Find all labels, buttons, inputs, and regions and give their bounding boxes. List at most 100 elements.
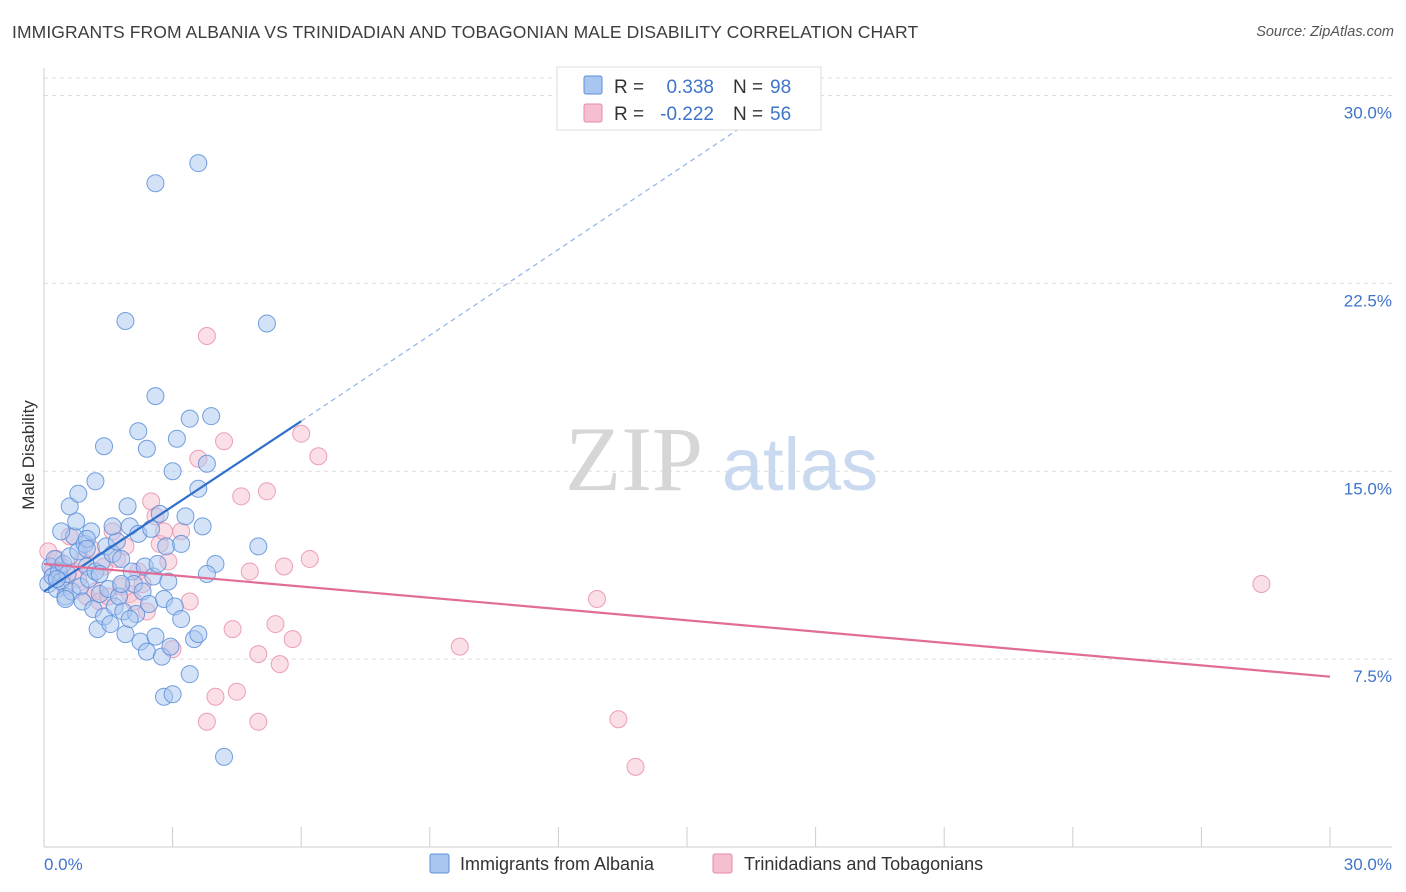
data-point-albania [118,497,137,516]
data-point-albania [129,422,148,441]
data-point-albania [180,409,199,428]
data-point-trinidadians [292,424,311,443]
data-point-trinidadians [249,645,268,664]
legend-swatch-trinidadians [712,853,733,874]
data-point-trinidadians [223,620,242,639]
trend-line-albania-extension [300,120,752,422]
tick-labels: 7.5% 15.0% 22.5% 30.0% 0.0% 30.0% [44,104,1392,874]
data-point-albania [101,615,120,634]
data-point-albania [103,517,122,536]
chart-title: IMMIGRANTS FROM ALBANIA VS TRINIDADIAN A… [12,22,919,42]
data-point-trinidadians [283,630,302,649]
stats-r-label-pink: R = [614,104,644,125]
stats-r-label-blue: R = [614,77,644,98]
watermark-zip: ZIP [565,408,703,510]
data-point-trinidadians [1252,574,1271,593]
stats-r-value-pink: -0.222 [660,104,714,125]
trend-line-albania [43,420,302,593]
data-point-trinidadians [240,562,259,581]
data-point-albania [116,625,135,644]
data-point-trinidadians [300,549,319,568]
data-point-albania [148,554,167,573]
watermark: ZIP atlas [565,408,878,510]
data-point-albania [116,311,135,330]
stats-legend-swatch-blue [583,75,603,95]
data-point-albania [189,154,208,173]
legend-label-trinidadians: Trinidadians and Tobagonians [744,854,983,874]
stats-legend: R = 0.338 N = 98 R = -0.222 N = 56 [556,66,822,131]
data-point-albania [137,439,156,458]
data-point-albania [140,595,159,614]
stats-legend-swatch-pink [583,103,603,123]
data-point-trinidadians [257,482,276,501]
data-point-albania [176,507,195,526]
axes [43,68,1392,848]
data-point-albania [56,590,75,609]
y-tick-label: 30.0% [1344,104,1392,123]
data-point-albania [189,625,208,644]
y-tick-label: 22.5% [1344,291,1392,310]
series-albania-points [39,154,276,766]
data-point-albania [163,685,182,704]
series-trinidadians-points [39,327,1271,776]
data-point-trinidadians [227,682,246,701]
data-point-albania [202,407,221,426]
data-point-trinidadians [232,487,251,506]
data-point-trinidadians [270,655,289,674]
source-label: Source: ZipAtlas.com [1256,24,1394,40]
data-point-trinidadians [450,637,469,656]
stats-n-value-blue: 98 [770,77,791,98]
stats-n-label-blue: N = [733,77,763,98]
data-point-trinidadians [626,757,645,776]
data-point-albania [112,549,131,568]
data-point-trinidadians [309,447,328,466]
stats-n-value-pink: 56 [770,104,791,125]
data-point-albania [67,512,86,531]
data-point-albania [167,429,186,448]
data-point-albania [172,534,191,553]
data-point-albania [197,454,216,473]
watermark-atlas: atlas [722,423,878,506]
data-point-albania [197,564,216,583]
data-point-trinidadians [587,590,606,609]
trend-lines [43,120,1331,678]
data-point-trinidadians [197,712,216,731]
data-point-trinidadians [180,592,199,611]
data-point-albania [146,387,165,406]
series-legend: Immigrants from Albania Trinidadians and… [429,853,983,874]
data-point-albania [172,610,191,629]
data-point-trinidadians [206,687,225,706]
data-point-albania [146,627,165,646]
data-point-trinidadians [266,615,285,634]
data-point-trinidadians [249,712,268,731]
data-point-albania [69,484,88,503]
x-tick-label: 30.0% [1344,855,1392,874]
data-point-albania [215,747,234,766]
data-point-albania [161,637,180,656]
stats-r-value-blue: 0.338 [666,77,714,98]
data-point-albania [77,539,96,558]
data-point-albania [112,574,131,593]
y-tick-label: 15.0% [1344,479,1392,498]
data-point-albania [257,314,276,333]
data-point-albania [86,472,105,491]
x-tick-label: 0.0% [44,855,83,874]
data-point-albania [142,519,161,538]
data-point-albania [95,437,114,456]
data-point-albania [137,642,156,661]
data-point-albania [193,517,212,536]
y-axis-label: Male Disability [19,400,38,510]
data-point-trinidadians [197,327,216,346]
legend-label-albania: Immigrants from Albania [460,854,655,874]
legend-swatch-albania [429,853,450,874]
trend-line-trinidadians [43,562,1331,678]
data-point-trinidadians [609,710,628,729]
data-point-albania [159,572,178,591]
data-point-albania [60,497,79,516]
y-tick-label: 7.5% [1353,667,1392,686]
data-point-albania [120,610,139,629]
data-point-trinidadians [275,557,294,576]
data-point-albania [249,537,268,556]
data-point-albania [52,522,71,541]
